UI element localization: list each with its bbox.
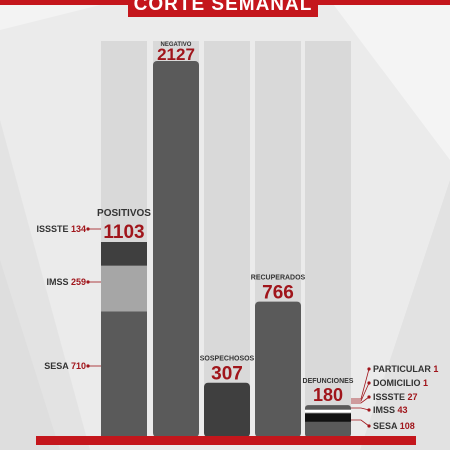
category-label-sospechosos: SOSPECHOSOS xyxy=(200,356,255,363)
annotation-line-defunciones-imss xyxy=(351,407,370,411)
value-label-sospechosos: 307 xyxy=(211,364,243,385)
bar-track-sospechosos xyxy=(204,41,250,437)
bar-sospechosos xyxy=(204,382,250,437)
annotation-line-defunciones-issste xyxy=(351,396,370,404)
annotation-defunciones-sesa-name: SESA xyxy=(373,421,400,431)
annotation-positivos-issste: ISSSTE 134 xyxy=(36,224,86,234)
value-label-defunciones: 180 xyxy=(313,385,343,405)
annotation-defunciones-imss-name: IMSS xyxy=(373,405,398,415)
bar-segment-defunciones-imss xyxy=(305,413,351,422)
annotation-positivos-imss-value: 259 xyxy=(71,277,86,287)
annotation-defunciones-particular: PARTICULAR 1 xyxy=(373,364,438,374)
annotation-dot-defunciones-imss xyxy=(367,408,371,412)
annotation-positivos-issste-name: ISSSTE xyxy=(36,224,71,234)
annotation-line-defunciones-domicilio xyxy=(351,382,370,402)
annotation-line-defunciones-particular xyxy=(351,368,370,400)
annotation-dot-defunciones-issste xyxy=(367,395,371,399)
annotation-positivos-imss-name: IMSS xyxy=(46,277,71,287)
annotation-dot-defunciones-particular xyxy=(367,367,371,371)
value-label-positivos: 1103 xyxy=(103,222,144,243)
annotation-dot-positivos-sesa xyxy=(86,364,90,368)
category-label-defunciones: DEFUNCIONES xyxy=(303,378,354,385)
annotation-dot-defunciones-domicilio xyxy=(367,381,371,385)
bar-segment-positivos-imss xyxy=(101,265,147,312)
bar-segment-defunciones-issste xyxy=(305,409,351,413)
annotation-dot-defunciones-sesa xyxy=(367,424,371,428)
annotation-defunciones-particular-value: 1 xyxy=(433,364,438,374)
value-label-negativo: 2127 xyxy=(157,45,195,64)
annotation-positivos-imss: IMSS 259 xyxy=(46,277,86,287)
chart-baseline-bar xyxy=(36,436,416,445)
annotation-positivos-issste-value: 134 xyxy=(71,224,86,234)
annotation-defunciones-particular-name: PARTICULAR xyxy=(373,364,433,374)
annotation-defunciones-domicilio-value: 1 xyxy=(423,378,428,388)
annotation-defunciones-sesa: SESA 108 xyxy=(373,421,415,431)
bar-cap-positivos xyxy=(101,242,147,249)
category-label-recuperados: RECUPERADOS xyxy=(251,275,306,282)
annotation-line-defunciones-sesa xyxy=(351,419,370,427)
category-label-negativo: NEGATIVO xyxy=(161,42,192,48)
annotation-defunciones-imss: IMSS 43 xyxy=(373,405,408,415)
annotation-defunciones-issste-value: 27 xyxy=(408,392,418,402)
annotation-dot-positivos-imss xyxy=(86,280,90,284)
annotation-defunciones-issste-name: ISSSTE xyxy=(373,392,408,402)
annotation-positivos-sesa-value: 710 xyxy=(71,361,86,371)
bar-segment-positivos-sesa xyxy=(101,311,147,437)
annotation-positivos-sesa-name: SESA xyxy=(44,361,71,371)
annotation-defunciones-sesa-value: 108 xyxy=(400,421,415,431)
annotation-positivos-sesa: SESA 710 xyxy=(44,361,86,371)
bar-recuperados xyxy=(255,301,301,437)
bar-negativo xyxy=(153,61,199,437)
bar-track-defunciones xyxy=(305,41,351,437)
annotation-defunciones-issste: ISSSTE 27 xyxy=(373,392,418,402)
category-label-positivos: POSITIVOS xyxy=(97,208,151,219)
annotation-defunciones-domicilio: DOMICILIO 1 xyxy=(373,378,428,388)
annotation-defunciones-imss-value: 43 xyxy=(398,405,408,415)
page-title: CORTE SEMANAL xyxy=(128,0,318,17)
annotation-dot-positivos-issste xyxy=(86,227,90,231)
annotation-defunciones-domicilio-name: DOMICILIO xyxy=(373,378,423,388)
value-label-recuperados: 766 xyxy=(262,283,294,304)
